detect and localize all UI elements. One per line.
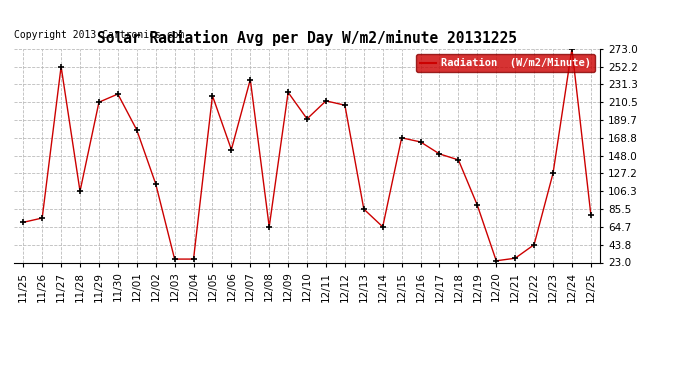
- Text: Copyright 2013 Cartronics.com: Copyright 2013 Cartronics.com: [14, 30, 184, 39]
- Title: Solar Radiation Avg per Day W/m2/minute 20131225: Solar Radiation Avg per Day W/m2/minute …: [97, 30, 517, 46]
- Legend: Radiation  (W/m2/Minute): Radiation (W/m2/Minute): [416, 54, 595, 72]
